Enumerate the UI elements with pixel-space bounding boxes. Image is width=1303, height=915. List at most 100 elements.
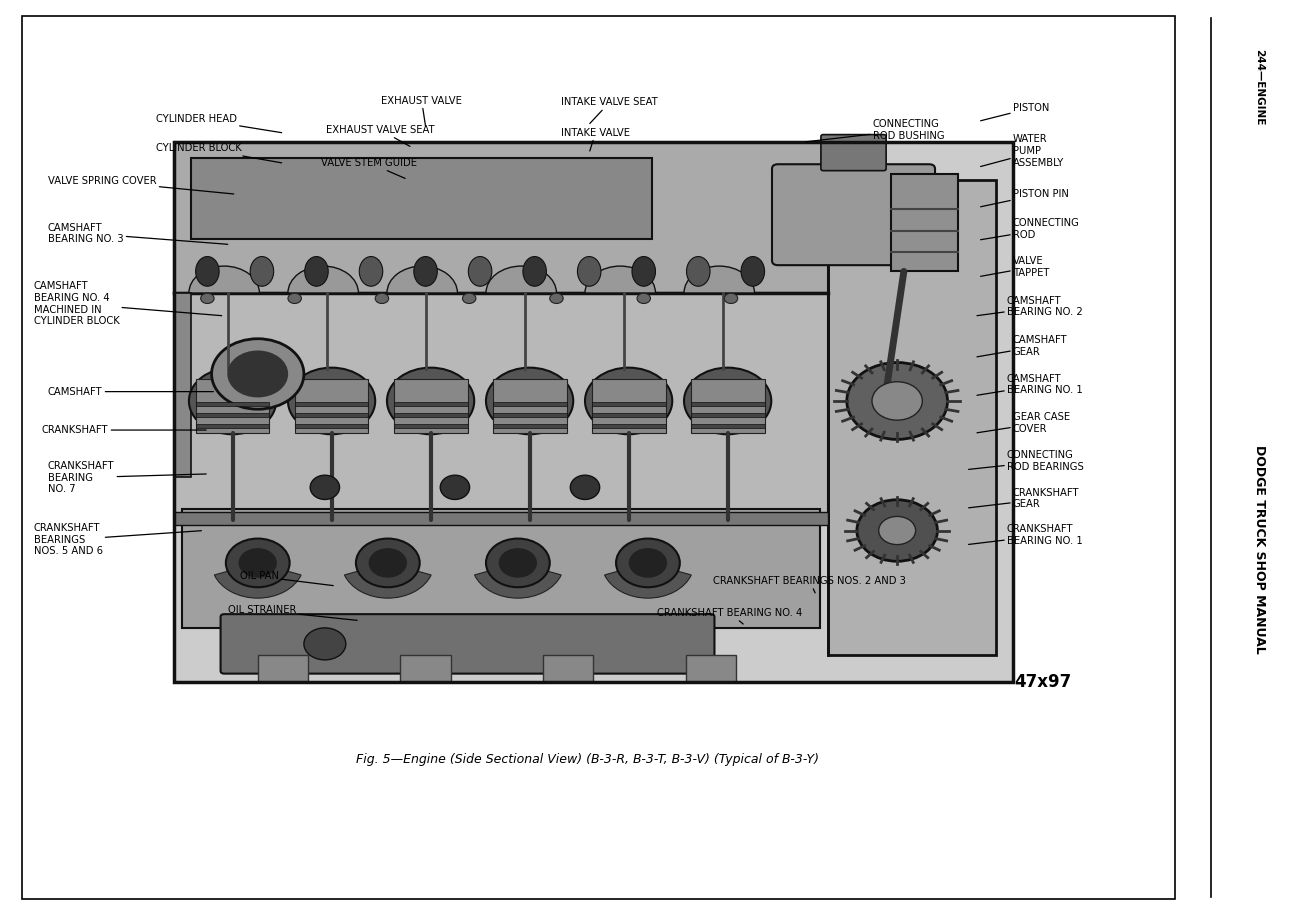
Text: CRANKSHAFT
GEAR: CRANKSHAFT GEAR: [968, 488, 1079, 510]
Circle shape: [211, 339, 304, 409]
Circle shape: [872, 382, 923, 420]
Circle shape: [724, 293, 737, 304]
Text: EXHAUST VALVE SEAT: EXHAUST VALVE SEAT: [326, 125, 435, 146]
Text: CAMSHAFT
BEARING NO. 4
MACHINED IN
CYLINDER BLOCK: CAMSHAFT BEARING NO. 4 MACHINED IN CYLIN…: [34, 282, 222, 326]
Bar: [173, 142, 1012, 682]
Ellipse shape: [195, 256, 219, 286]
Bar: [182, 509, 820, 628]
Ellipse shape: [632, 256, 655, 286]
Text: CRANKSHAFT
BEARING NO. 1: CRANKSHAFT BEARING NO. 1: [968, 524, 1083, 546]
Text: CYLINDER BLOCK: CYLINDER BLOCK: [156, 144, 281, 163]
Bar: [195, 413, 270, 417]
Bar: [173, 142, 829, 293]
Wedge shape: [684, 266, 754, 293]
Text: EXHAUST VALVE: EXHAUST VALVE: [382, 96, 463, 126]
Bar: [691, 402, 765, 406]
Bar: [173, 511, 829, 525]
Bar: [195, 402, 270, 406]
Bar: [891, 174, 959, 272]
Ellipse shape: [440, 475, 469, 500]
Circle shape: [228, 351, 287, 396]
Text: INTAKE VALVE: INTAKE VALVE: [562, 128, 631, 151]
Circle shape: [550, 293, 563, 304]
Circle shape: [585, 368, 672, 435]
Bar: [258, 655, 308, 682]
Bar: [691, 413, 765, 417]
Circle shape: [878, 516, 916, 544]
Circle shape: [288, 368, 375, 435]
Bar: [685, 655, 736, 682]
Ellipse shape: [414, 256, 438, 286]
Bar: [493, 424, 567, 428]
Circle shape: [240, 549, 276, 577]
Text: 47x97: 47x97: [1014, 673, 1071, 691]
Circle shape: [369, 549, 407, 577]
Bar: [493, 402, 567, 406]
Circle shape: [288, 293, 301, 304]
Ellipse shape: [310, 475, 340, 500]
Bar: [394, 424, 468, 428]
Bar: [493, 413, 567, 417]
Bar: [294, 402, 369, 406]
Text: CRANKSHAFT
BEARING
NO. 7: CRANKSHAFT BEARING NO. 7: [48, 461, 206, 494]
Text: VALVE SPRING COVER: VALVE SPRING COVER: [48, 177, 233, 194]
Bar: [294, 380, 369, 434]
FancyBboxPatch shape: [821, 135, 886, 170]
Ellipse shape: [571, 475, 599, 500]
Circle shape: [356, 539, 420, 587]
Circle shape: [847, 362, 947, 439]
Text: CONNECTING
ROD: CONNECTING ROD: [981, 218, 1080, 240]
Text: CRANKSHAFT: CRANKSHAFT: [42, 425, 206, 435]
Bar: [592, 380, 666, 434]
Text: VALVE STEM GUIDE: VALVE STEM GUIDE: [322, 158, 417, 178]
Text: CRANKSHAFT
BEARINGS
NOS. 5 AND 6: CRANKSHAFT BEARINGS NOS. 5 AND 6: [34, 523, 202, 556]
Circle shape: [375, 293, 388, 304]
Text: INTAKE VALVE SEAT: INTAKE VALVE SEAT: [562, 98, 658, 124]
Circle shape: [189, 368, 276, 435]
Text: CAMSHAFT
BEARING NO. 1: CAMSHAFT BEARING NO. 1: [977, 373, 1083, 395]
Text: OIL STRAINER: OIL STRAINER: [228, 606, 357, 620]
Bar: [493, 380, 567, 434]
Text: DODGE TRUCK SHOP MANUAL: DODGE TRUCK SHOP MANUAL: [1252, 445, 1265, 653]
Bar: [592, 402, 666, 406]
Text: CAMSHAFT: CAMSHAFT: [48, 387, 214, 396]
Text: CRANKSHAFT BEARINGS NOS. 2 AND 3: CRANKSHAFT BEARINGS NOS. 2 AND 3: [713, 576, 906, 593]
Text: CYLINDER HEAD: CYLINDER HEAD: [156, 114, 281, 133]
Bar: [173, 293, 829, 520]
FancyBboxPatch shape: [220, 614, 714, 673]
Text: PISTON: PISTON: [981, 103, 1049, 121]
Bar: [173, 293, 190, 477]
Bar: [190, 158, 652, 239]
Bar: [394, 402, 468, 406]
Text: CAMSHAFT
GEAR: CAMSHAFT GEAR: [977, 335, 1067, 357]
Bar: [829, 179, 997, 655]
Bar: [394, 413, 468, 417]
Text: WATER
PUMP
ASSEMBLY: WATER PUMP ASSEMBLY: [981, 135, 1065, 167]
Wedge shape: [387, 266, 457, 293]
Circle shape: [684, 368, 771, 435]
Wedge shape: [474, 563, 562, 598]
Bar: [394, 380, 468, 434]
Bar: [195, 424, 270, 428]
Wedge shape: [215, 563, 301, 598]
Circle shape: [387, 368, 474, 435]
Circle shape: [201, 293, 214, 304]
Wedge shape: [288, 266, 358, 293]
Text: CRANKSHAFT BEARING NO. 4: CRANKSHAFT BEARING NO. 4: [657, 608, 803, 624]
Bar: [592, 424, 666, 428]
Wedge shape: [605, 563, 692, 598]
Bar: [543, 655, 593, 682]
Bar: [691, 424, 765, 428]
Wedge shape: [189, 266, 259, 293]
Ellipse shape: [577, 256, 601, 286]
Ellipse shape: [468, 256, 491, 286]
Bar: [691, 380, 765, 434]
Text: CAMSHAFT
BEARING NO. 3: CAMSHAFT BEARING NO. 3: [48, 222, 228, 244]
Bar: [294, 413, 369, 417]
Circle shape: [225, 539, 289, 587]
Ellipse shape: [741, 256, 765, 286]
Circle shape: [629, 549, 666, 577]
Text: CONNECTING
ROD BEARINGS: CONNECTING ROD BEARINGS: [968, 450, 1084, 472]
Text: OIL PAN: OIL PAN: [240, 572, 334, 586]
Bar: [592, 413, 666, 417]
